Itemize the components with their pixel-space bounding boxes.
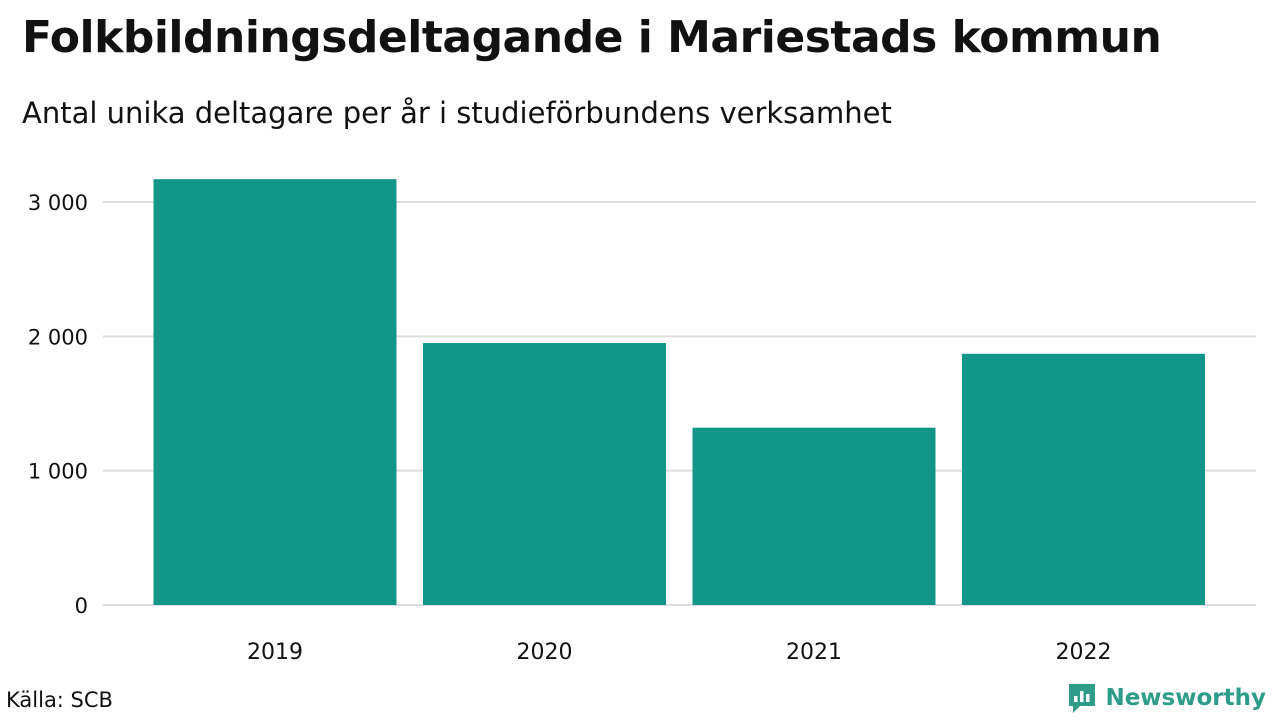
chart-title: Folkbildningsdeltagande i Mariestads kom… (22, 12, 1162, 63)
x-tick-label: 2022 (1056, 640, 1112, 665)
x-tick-label: 2019 (247, 640, 303, 665)
chart-subtitle: Antal unika deltagare per år i studieför… (22, 96, 892, 130)
y-tick-label: 2 000 (28, 325, 88, 349)
brand-logo: Newsworthy (1067, 682, 1266, 714)
brand-name: Newsworthy (1105, 685, 1266, 711)
newsworthy-chart-logo-icon (1069, 684, 1096, 713)
x-tick-label: 2020 (517, 640, 573, 665)
bar-2020 (423, 343, 666, 605)
bar-2022 (962, 353, 1205, 605)
source-label: Källa: SCB (6, 688, 113, 712)
bar-2019 (153, 179, 397, 605)
x-tick-label: 2021 (786, 640, 842, 665)
bar-2021 (692, 427, 936, 605)
y-tick-label: 3 000 (28, 191, 88, 215)
y-tick-label: 0 (75, 594, 88, 618)
y-tick-label: 1 000 (28, 460, 88, 484)
